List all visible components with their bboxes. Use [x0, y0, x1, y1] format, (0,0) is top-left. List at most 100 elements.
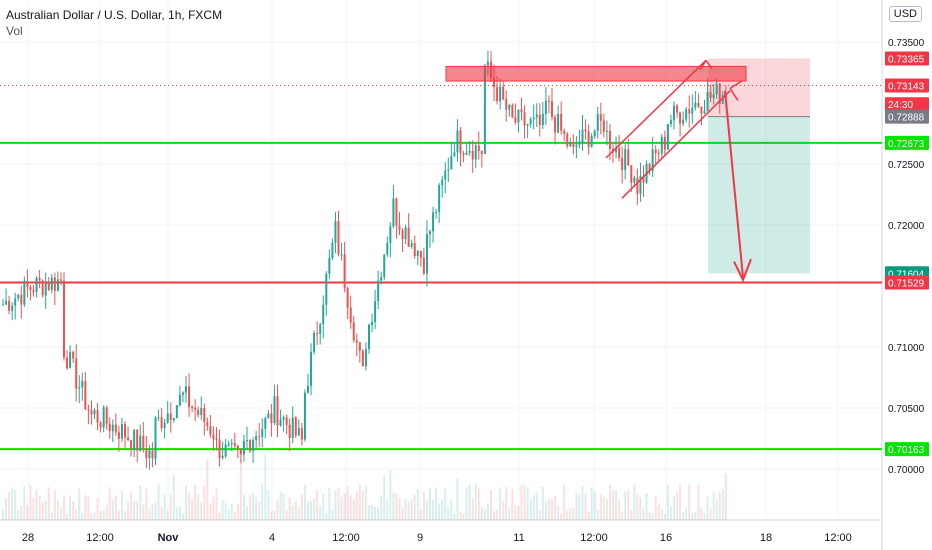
- volume-bar: [584, 493, 587, 520]
- volume-bar: [264, 454, 267, 520]
- price-tick-label: 0.72500: [888, 160, 925, 171]
- candle-body: [282, 417, 285, 420]
- candle-body: [270, 413, 273, 424]
- volume-bar: [700, 508, 703, 520]
- candle-body: [361, 350, 364, 367]
- candle-body: [267, 413, 270, 418]
- volume-bar: [84, 495, 87, 520]
- volume-bar: [587, 511, 590, 520]
- candle-body: [508, 104, 511, 110]
- volume-bar: [221, 499, 224, 520]
- drawing-tools[interactable]: [445, 59, 752, 283]
- take-profit-zone[interactable]: [708, 116, 810, 274]
- volume-bar: [468, 484, 471, 520]
- volume-bar: [697, 484, 700, 520]
- volume-bar: [612, 490, 614, 520]
- volume-bar: [456, 478, 459, 520]
- volume-bar: [496, 509, 499, 520]
- candle-body: [456, 130, 459, 153]
- candle-body: [212, 434, 215, 440]
- volume-bar: [380, 495, 383, 520]
- candle-body: [703, 111, 706, 114]
- volume-bar: [471, 497, 474, 520]
- time-tick-label: 18: [760, 532, 772, 544]
- candle-body: [654, 149, 657, 153]
- candle-body: [517, 109, 520, 123]
- volume-bar: [111, 500, 114, 520]
- candle-body: [511, 104, 514, 118]
- candle-body: [2, 304, 4, 306]
- candle-body: [395, 198, 398, 226]
- candle-body: [480, 150, 483, 154]
- candle-body: [535, 114, 538, 118]
- candle-body: [590, 135, 593, 147]
- price-axis[interactable]: 0.70000 0.70500 0.71000 0.72000 0.72500 0.735…: [885, 38, 929, 476]
- price-label-badge: [885, 51, 929, 66]
- volume-bar: [224, 503, 227, 520]
- candle-body: [630, 165, 633, 183]
- candle-body: [120, 424, 123, 439]
- candle-body: [596, 114, 599, 131]
- candle-body: [325, 273, 328, 305]
- projection-arrow[interactable]: [724, 90, 744, 278]
- volume-bar: [66, 513, 69, 520]
- candle-body: [575, 144, 578, 147]
- volume-bar: [288, 497, 291, 520]
- volume-bar: [291, 505, 294, 520]
- price-label-badge: [885, 135, 929, 150]
- volume-bar: [38, 495, 41, 520]
- volume-bar: [307, 501, 309, 520]
- candle-body: [14, 298, 17, 306]
- candle-body: [416, 251, 419, 257]
- volume-bar: [358, 484, 361, 520]
- candle-body: [81, 381, 84, 388]
- short-position-tool[interactable]: [708, 58, 810, 274]
- volume-bar: [618, 500, 621, 520]
- candle-body: [377, 280, 380, 302]
- candle-body: [69, 351, 72, 369]
- candle-body: [239, 449, 242, 455]
- volume-bar: [368, 505, 370, 520]
- candle-body: [218, 439, 221, 458]
- candle-body: [477, 145, 480, 151]
- candle-body: [483, 65, 486, 154]
- volume-bar: [535, 492, 538, 520]
- price-tick-label: 0.72000: [888, 221, 925, 232]
- volume-bar: [383, 475, 386, 520]
- resistance-zone-rectangle[interactable]: [445, 65, 747, 82]
- volume-bar: [139, 485, 142, 520]
- channel-line[interactable]: [605, 59, 707, 159]
- volume-bar: [499, 487, 502, 520]
- time-axis[interactable]: 28 12:00 Nov 4 12:00 9 11 12:00 16 18 12:00: [22, 532, 852, 544]
- volume-bar: [355, 491, 358, 520]
- candle-body: [618, 147, 621, 158]
- candle-body: [59, 279, 62, 281]
- volume-bar: [63, 496, 65, 520]
- volume-bar: [209, 503, 212, 520]
- volume-bars: [2, 454, 727, 520]
- volume-bar: [32, 497, 35, 520]
- channel-line[interactable]: [621, 90, 731, 199]
- horizontal-levels[interactable]: [0, 85, 882, 451]
- volume-bar: [93, 512, 96, 520]
- candle-body: [450, 155, 453, 170]
- volume-bar: [712, 492, 715, 520]
- candle-body: [35, 277, 38, 292]
- volume-bar: [435, 487, 438, 520]
- time-tick-label: 28: [22, 532, 34, 544]
- currency-button[interactable]: USD: [888, 6, 922, 22]
- volume-bar: [633, 484, 636, 520]
- candle-body: [310, 351, 313, 386]
- volume-bar: [20, 505, 23, 520]
- candle-body: [255, 436, 258, 441]
- candle-body: [264, 417, 267, 429]
- candle-body: [337, 221, 340, 255]
- volume-bar: [279, 492, 282, 520]
- candle-body: [185, 386, 187, 393]
- candle-body: [685, 109, 688, 120]
- volume-bar: [441, 499, 444, 520]
- candle-body: [505, 99, 508, 110]
- candle-body: [209, 426, 212, 435]
- candle-body: [541, 113, 544, 126]
